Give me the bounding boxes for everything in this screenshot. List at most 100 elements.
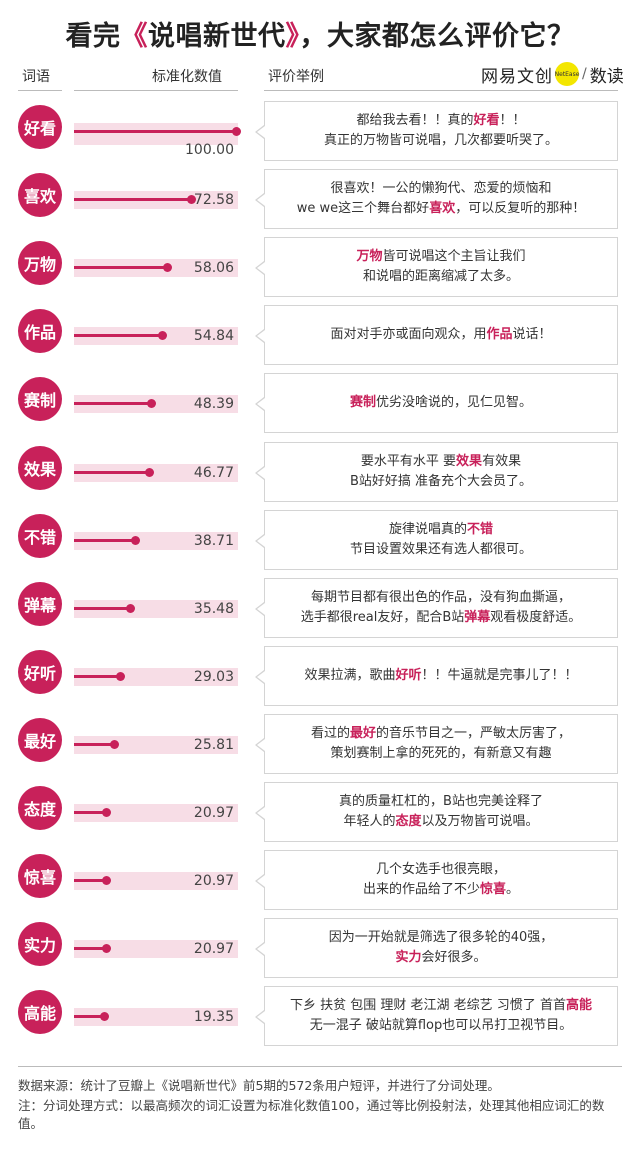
- quote-line: B站好好搞 准备充个大会员了。: [350, 472, 532, 492]
- header-divider: [264, 90, 618, 91]
- page-title: 看完《说唱新世代》，大家都怎么评价它？: [0, 14, 640, 53]
- quote-card: 要水平有水平 要效果有效果 B站好好搞 准备充个大会员了。: [264, 441, 618, 502]
- bar-end-marker: [232, 127, 241, 136]
- quote-card: 都给我去看！！真的好看！！ 真正的万物皆可说唱，几次都要听哭了。: [264, 101, 618, 161]
- title-suffix: ，大家都怎么评价它？: [299, 21, 575, 52]
- quote-segment: 面对对手亦或面向观众，用: [330, 327, 487, 343]
- bar-fill: [74, 402, 149, 406]
- quote-card: 万物皆可说唱这个主旨让我们 和说唱的距离缩减了太多。: [264, 237, 618, 298]
- quote-line: 策划赛制上拿的死死的，有新意又有趣: [311, 744, 571, 764]
- bar-fill: [74, 538, 133, 542]
- card-pointer-inner: [257, 943, 265, 956]
- quote-line: 要水平有水平 要效果有效果: [350, 452, 532, 472]
- bar-fill: [74, 198, 189, 202]
- quote-text: 因为一开始就是筛选了很多轮的40强， 实力会好很多。: [329, 928, 554, 968]
- quote-text: 要水平有水平 要效果有效果 B站好好搞 准备充个大会员了。: [350, 452, 532, 492]
- quote-segment: 每期节目都有很出色的作品，没有狗血撕逼，: [310, 589, 571, 605]
- quote-line: 看过的最好的音乐节目之一，严敏太厉害了，: [311, 724, 571, 744]
- quote-segment: 出来的作品给了不少: [362, 882, 480, 898]
- bar-end-marker: [100, 1012, 109, 1022]
- quote-line: 效果拉满，歌曲好听！！牛逼就是完事儿了！！: [304, 666, 577, 686]
- card-pointer-inner: [257, 126, 265, 138]
- bar-end-marker: [163, 263, 172, 273]
- footer-note: 注：分词处理方式：以最高频次的词汇设置为标准化数值100，通过等比例投射法，处理…: [18, 1098, 605, 1131]
- chart-row: 喜欢 72.58 很喜欢！一公的懒狗代、恋爱的烦恼和 we we这三个舞台都好喜欢，可…: [0, 169, 640, 231]
- quote-card: 几个女选手也很亮眼， 出来的作品给了不少惊喜。: [264, 850, 618, 911]
- bar-track: [74, 531, 238, 550]
- word-badge: 惊喜: [18, 854, 62, 899]
- quote-line: 出来的作品给了不少惊喜。: [363, 880, 519, 900]
- quote-line: 面对对手亦或面向观众，用作品说话！: [330, 325, 551, 345]
- quote-card: 面对对手亦或面向观众，用作品说话！: [264, 305, 618, 366]
- card-pointer-inner: [257, 330, 265, 343]
- quote-segment: ，可以反复听的那种！: [455, 201, 586, 217]
- quote-line: 旋律说唱真的不错: [350, 520, 532, 540]
- quote-keyword: 高能: [565, 998, 592, 1014]
- chart-row: 好看 100.00 都给我去看！！真的好看！！ 真正的万物皆可说唱，几次都要听哭了。: [0, 101, 640, 163]
- quote-segment: 选手都很real友好，配合B站: [300, 609, 465, 625]
- quote-text: 都给我去看！！真的好看！！ 真正的万物皆可说唱，几次都要听哭了。: [324, 111, 558, 151]
- quote-segment: B站好好搞 准备充个大会员了。: [349, 473, 533, 489]
- word-badge: 不错: [18, 513, 62, 558]
- bar-fill: [74, 470, 147, 474]
- quote-text: 真的质量杠杠的，B站也完美诠释了 年轻人的态度以及万物皆可说唱。: [339, 792, 543, 832]
- quote-card: 旋律说唱真的不错 节目设置效果还有选人都很可。: [264, 509, 618, 570]
- brand-logo: 网易文创 NetEase / 数读: [481, 60, 624, 88]
- quote-line: 真正的万物皆可说唱，几次都要听哭了。: [324, 131, 558, 151]
- quote-segment: 效果拉满，歌曲: [304, 667, 396, 683]
- quote-text: 旋律说唱真的不错 节目设置效果还有选人都很可。: [350, 520, 532, 560]
- quote-text: 看过的最好的音乐节目之一，严敏太厉害了， 策划赛制上拿的死死的，有新意又有趣: [311, 724, 571, 764]
- quote-keyword: 喜欢: [429, 201, 456, 217]
- value-label: 46.77: [193, 464, 234, 481]
- value-label: 20.97: [193, 805, 234, 821]
- bar-track: [74, 1008, 238, 1027]
- bar-end-marker: [102, 808, 111, 817]
- bar-end-marker: [158, 331, 167, 341]
- quote-segment: 以及万物皆可说唱。: [421, 814, 539, 829]
- quote-text: 面对对手亦或面向观众，用作品说话！: [330, 325, 551, 345]
- header-divider: [18, 90, 62, 91]
- header-divider: [74, 90, 238, 91]
- quote-segment: 因为一开始就是筛选了很多轮的40强，: [328, 930, 554, 946]
- value-label: 20.97: [193, 941, 234, 958]
- quote-segment: 说话！: [512, 327, 552, 343]
- chart-row: 高能 19.35 下乡 扶贫 包围 理财 老江湖 老综艺 习惯了 首首高能 无一混子 …: [0, 986, 640, 1048]
- quote-line: 下乡 扶贫 包围 理财 老江湖 老综艺 习惯了 首首高能: [290, 996, 592, 1016]
- quote-card: 每期节目都有很出色的作品，没有狗血撕逼， 选手都很real友好，配合B站弹幕观看极…: [264, 577, 618, 638]
- quote-line: 实力会好很多。: [329, 948, 554, 968]
- bar-track: [74, 599, 238, 618]
- quote-segment: 的音乐节目之一，严敏太厉害了，: [376, 725, 572, 741]
- bar-fill: [74, 947, 104, 951]
- bar-end-marker: [126, 603, 135, 613]
- bar-end-marker: [131, 535, 140, 545]
- card-pointer-inner: [257, 875, 265, 888]
- word-badge: 实力: [18, 922, 62, 967]
- quote-segment: 会好很多。: [421, 950, 487, 966]
- quote-segment: ！！: [499, 113, 526, 128]
- bar-fill: [74, 742, 112, 746]
- chart-row: 赛制 48.39 赛制优劣没啥说的，见仁见智。: [0, 373, 640, 435]
- card-pointer-inner: [257, 602, 265, 615]
- quote-line: 因为一开始就是筛选了很多轮的40强，: [329, 928, 554, 948]
- value-label: 38.71: [193, 532, 234, 549]
- word-badge: 最好: [18, 717, 62, 762]
- quote-card: 赛制优劣没啥说的，见仁见智。: [264, 373, 618, 434]
- card-pointer-inner: [257, 262, 265, 275]
- quote-line: 赛制优劣没啥说的，见仁见智。: [350, 393, 532, 413]
- quote-text: 很喜欢！一公的懒狗代、恋爱的烦恼和 we we这三个舞台都好喜欢，可以反复听的那种…: [297, 179, 585, 219]
- card-pointer-inner: [257, 670, 265, 683]
- bar-track: [74, 667, 238, 686]
- quote-card: 因为一开始就是筛选了很多轮的40强， 实力会好很多。: [264, 918, 618, 979]
- bar-track: [74, 940, 238, 959]
- chart-row: 不错 38.71 旋律说唱真的不错 节目设置效果还有选人都很可。: [0, 509, 640, 572]
- quote-line: 都给我去看！！真的好看！！: [324, 111, 558, 131]
- value-label: 48.39: [193, 396, 234, 413]
- value-label: 72.58: [193, 192, 234, 209]
- quote-segment: 几个女选手也很亮眼，: [375, 862, 506, 878]
- header-example: 评价举例: [268, 69, 324, 85]
- chart-row: 最好 25.81 看过的最好的音乐节目之一，严敏太厉害了， 策划赛制上拿的死死的，有新…: [0, 713, 640, 776]
- value-label: 25.81: [193, 736, 234, 753]
- bar-end-marker: [102, 944, 111, 954]
- bar-fill: [74, 266, 165, 270]
- footer-divider: [18, 1066, 622, 1067]
